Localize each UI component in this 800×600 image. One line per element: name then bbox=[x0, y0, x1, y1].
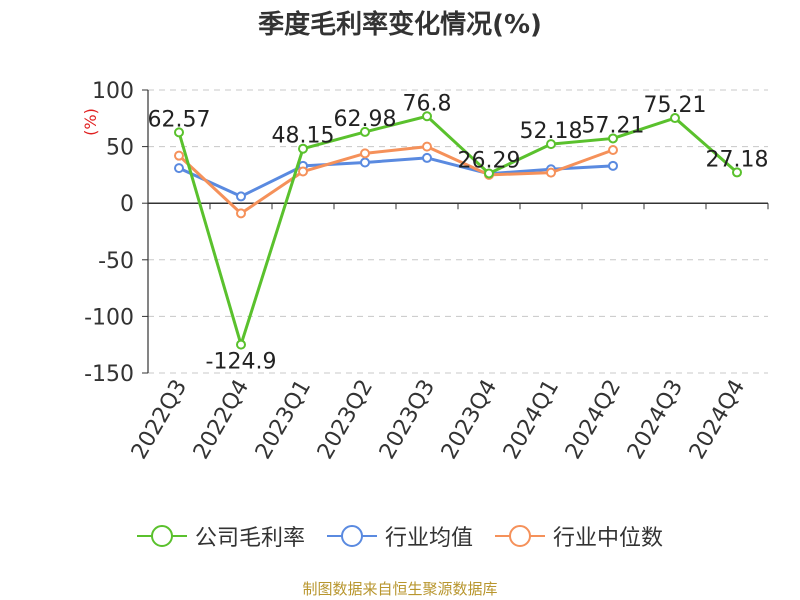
data-label-8: 75.21 bbox=[644, 93, 707, 118]
legend: 公司毛利率 行业均值 行业中位数 bbox=[0, 520, 800, 552]
data-label-0: 62.57 bbox=[148, 107, 211, 132]
data-label-2: 48.15 bbox=[272, 124, 335, 149]
x-tick-label-4: 2023Q3 bbox=[375, 376, 440, 464]
series-0-point-0 bbox=[174, 127, 184, 138]
legend-item-industry-median[interactable]: 行业中位数 bbox=[495, 520, 663, 552]
x-tick-label-3: 2023Q2 bbox=[313, 376, 378, 464]
data-label-1: -124.9 bbox=[206, 350, 277, 375]
series-0-point-8 bbox=[670, 113, 680, 124]
legend-label-industry-median: 行业中位数 bbox=[553, 526, 664, 551]
y-tick-label-3: -50 bbox=[98, 249, 134, 274]
y-tick-label-0: 100 bbox=[92, 79, 134, 104]
series-1-point-7 bbox=[608, 160, 618, 171]
y-tick-label-2: 0 bbox=[120, 192, 134, 217]
series-2-point-7 bbox=[608, 144, 618, 155]
legend-marker-company bbox=[136, 524, 187, 548]
series-2-point-1 bbox=[236, 208, 246, 219]
series-1-point-0 bbox=[174, 163, 184, 174]
y-tick-label-5: -150 bbox=[84, 362, 134, 387]
series-0-point-2 bbox=[298, 143, 308, 154]
x-tick-label-6: 2024Q1 bbox=[499, 376, 564, 464]
x-tick-label-8: 2024Q3 bbox=[623, 376, 688, 464]
series-1-point-4 bbox=[422, 152, 432, 163]
x-tick-label-2: 2023Q1 bbox=[251, 376, 316, 464]
data-label-7: 57.21 bbox=[582, 113, 645, 138]
data-label-3: 62.98 bbox=[334, 107, 397, 132]
series-line-2 bbox=[177, 145, 614, 215]
y-axis-label: (%) bbox=[81, 108, 100, 136]
source-note: 制图数据来自恒生聚源数据库 bbox=[302, 580, 498, 598]
data-label-5: 26.29 bbox=[458, 148, 521, 173]
series-0-point-9 bbox=[732, 167, 742, 178]
series-0-point-7 bbox=[608, 133, 618, 144]
series-line-1 bbox=[178, 156, 614, 198]
data-label-6: 52.18 bbox=[520, 119, 583, 144]
y-tick-label-1: 50 bbox=[106, 136, 134, 161]
chart-title: 季度毛利率变化情况(%) bbox=[258, 10, 542, 40]
x-tick-label-0: 2022Q3 bbox=[127, 376, 192, 464]
x-tick-label-5: 2023Q4 bbox=[437, 376, 502, 464]
data-label-9: 27.18 bbox=[706, 147, 769, 172]
x-tick-label-9: 2024Q4 bbox=[685, 376, 750, 464]
series-2-point-3 bbox=[360, 148, 370, 159]
series-0-point-5 bbox=[484, 168, 494, 179]
series-layer bbox=[174, 111, 742, 350]
series-line-0 bbox=[177, 114, 738, 347]
series-0-point-4 bbox=[422, 111, 432, 122]
legend-item-industry-mean[interactable]: 行业均值 bbox=[326, 520, 473, 552]
series-1-point-1 bbox=[236, 191, 246, 202]
series-0-point-1 bbox=[236, 339, 246, 350]
legend-item-company[interactable]: 公司毛利率 bbox=[136, 520, 305, 552]
series-0-point-6 bbox=[546, 139, 556, 150]
x-tick-label-7: 2024Q2 bbox=[561, 376, 626, 464]
series-1-point-3 bbox=[360, 157, 370, 168]
x-tick-label-1: 2022Q4 bbox=[189, 376, 254, 464]
axis-layer: 100500-50-100-150(%)2022Q32022Q42023Q120… bbox=[81, 79, 769, 464]
series-2-point-2 bbox=[298, 166, 308, 177]
series-2-point-4 bbox=[422, 141, 432, 152]
legend-marker-industry-mean bbox=[326, 524, 377, 548]
legend-label-company: 公司毛利率 bbox=[194, 526, 305, 551]
legend-label-industry-mean: 行业均值 bbox=[384, 526, 473, 551]
series-2-point-6 bbox=[546, 167, 556, 178]
grid-layer bbox=[148, 89, 768, 374]
series-2-point-0 bbox=[174, 150, 184, 161]
y-tick-label-4: -100 bbox=[84, 305, 134, 330]
legend-marker-industry-median bbox=[495, 524, 545, 548]
series-0-point-3 bbox=[360, 126, 370, 137]
data-label-4: 76.8 bbox=[403, 91, 452, 116]
